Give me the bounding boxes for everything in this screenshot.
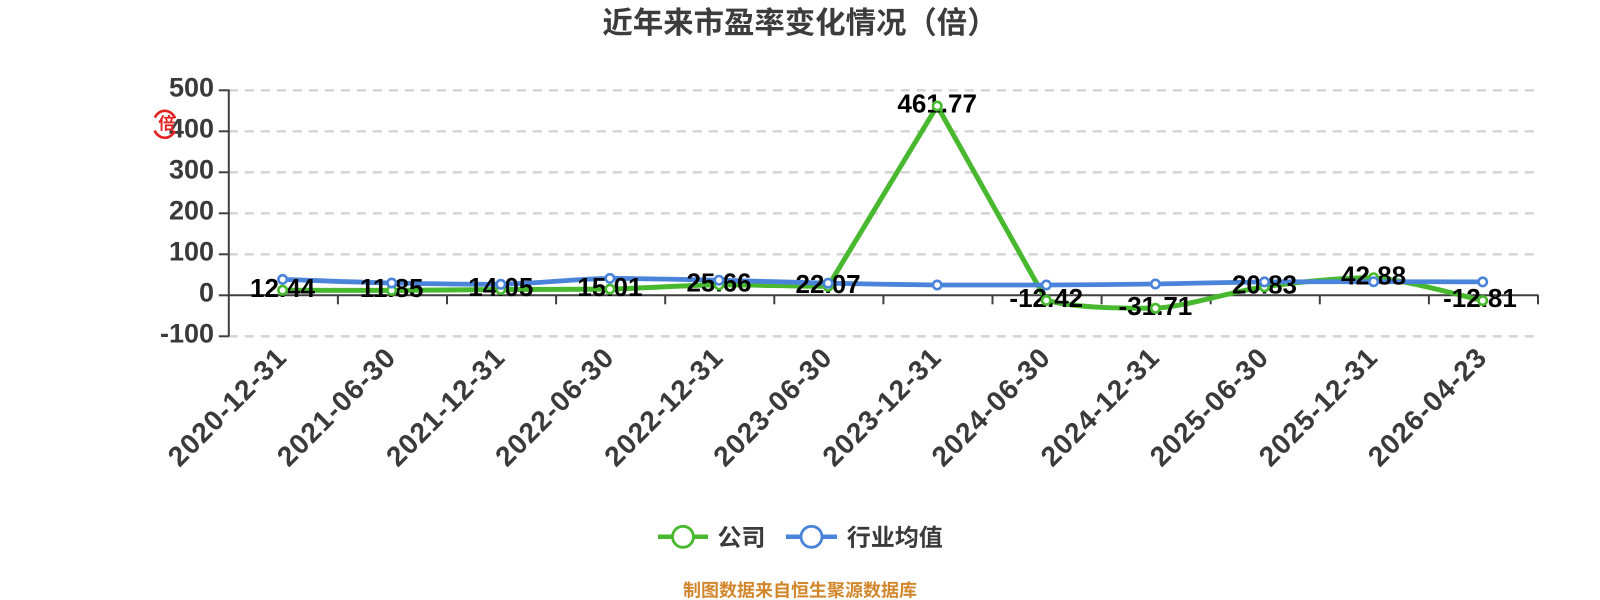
svg-text:0: 0: [199, 278, 214, 308]
svg-text:500: 500: [169, 73, 214, 103]
svg-text:300: 300: [169, 155, 214, 185]
svg-text:200: 200: [169, 196, 214, 226]
svg-text:-100: -100: [160, 319, 214, 349]
svg-text:400: 400: [169, 114, 214, 144]
svg-text:100: 100: [169, 237, 214, 267]
